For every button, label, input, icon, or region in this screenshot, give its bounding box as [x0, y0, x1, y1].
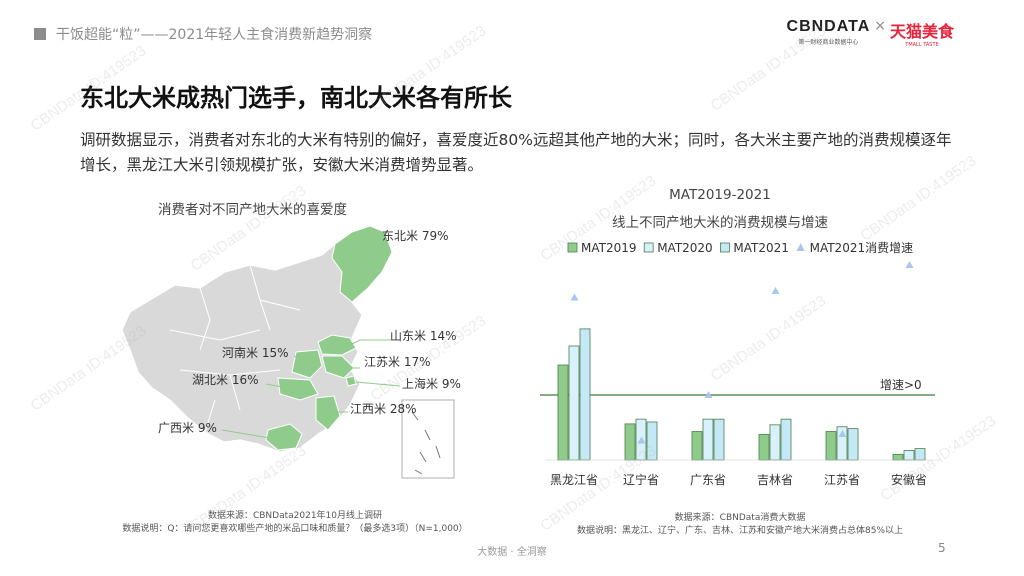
legend-label-growth: MAT2021消费增速: [810, 241, 914, 255]
region-jiangsu: [321, 355, 355, 379]
legend-label-MAT2021: MAT2021: [733, 241, 789, 255]
region-henan: [291, 349, 323, 379]
bar-MAT2021-江苏省: [847, 428, 859, 461]
bar-MAT2021-黑龙江省: [579, 328, 591, 461]
map-label-shandong: 山东米 14%: [390, 329, 457, 343]
tmall-logo: 天猫美食 TMALL TASTE: [890, 18, 954, 48]
map-label-henan: 河南米 15%: [222, 345, 289, 360]
page-headline: 东北大米成热门选手，南北大米各有所长: [80, 84, 512, 112]
bar-MAT2019-黑龙江省: [557, 364, 569, 461]
brand-cross: ×: [874, 18, 886, 34]
tmall-logo-text: 天猫美食: [889, 22, 954, 41]
legend-swatch-MAT2021: [719, 242, 730, 253]
page-number: 5: [938, 541, 946, 555]
cbndata-logo-text: CBNDATA: [786, 18, 871, 35]
category-label-广东省: 广东省: [690, 473, 726, 487]
bar-MAT2021-安徽省: [914, 448, 926, 461]
province-lines: [169, 264, 301, 433]
china-outline: [121, 225, 393, 453]
category-label-江苏省: 江苏省: [824, 473, 860, 487]
bar-MAT2021-吉林省: [780, 418, 792, 461]
leader-shanghai: [355, 381, 401, 387]
bar-MAT2020-吉林省: [769, 424, 781, 461]
south-china-sea-inset: [401, 399, 455, 479]
leader-henan: [293, 355, 307, 363]
map-note: 数据说明：Q：请问您更喜欢哪些产地的米品口味和质量？（最多选3项）（N=1,00…: [122, 524, 468, 534]
map-label-hubei: 湖北米 16%: [192, 372, 259, 387]
map-label-dongbei: 东北米 79%: [382, 229, 449, 243]
leader-dongbei: [359, 242, 379, 263]
bar-MAT2019-江苏省: [825, 431, 837, 461]
map-title: 消费者对不同产地大米的喜爱度: [158, 202, 347, 218]
region-guangxi: [265, 423, 303, 451]
growth-marker-广东省: [704, 391, 713, 398]
growth-marker-江苏省: [838, 430, 847, 437]
bar-MAT2019-安徽省: [892, 453, 904, 461]
growth-marker-黑龙江省: [570, 293, 579, 301]
bar-MAT2021-广东省: [713, 418, 725, 461]
growth-marker-吉林省: [771, 287, 780, 294]
legend-swatch-MAT2020: [643, 242, 654, 253]
bar-MAT2020-广东省: [702, 418, 714, 461]
leader-guangxi: [221, 429, 271, 439]
category-label-安徽省: 安徽省: [891, 472, 927, 487]
region-jiangxi: [315, 395, 341, 431]
bar-MAT2021-辽宁省: [646, 421, 658, 461]
map-source: 数据来源：CBNData2021年10月线上调研: [207, 511, 383, 521]
region-shanghai: [345, 375, 357, 387]
chart-source-note: 数据来源：CBNData消费大数据 数据说明：黑龙江、辽宁、广东、吉林、江苏和安…: [560, 512, 920, 538]
chart-subtitle: 线上不同产地大米的消费规模与增速: [612, 215, 828, 231]
region-shandong: [317, 334, 357, 356]
legend-label-MAT2020: MAT2020: [657, 241, 713, 255]
category-label-吉林省: 吉林省: [757, 473, 793, 487]
category-label-辽宁省: 辽宁省: [623, 472, 659, 487]
china-map: 东北米 79% 山东米 14% 河南米 15% 江苏米 17% 湖北米 16% …: [121, 225, 461, 479]
chart-note: 数据说明：黑龙江、辽宁、广东、吉林、江苏和安徽产地大米消费占总体85%以上: [576, 526, 903, 536]
region-dongbei: [331, 225, 393, 303]
tmall-logo-sub: TMALL TASTE: [905, 42, 939, 48]
chart-title: MAT2019-2021: [669, 187, 771, 203]
cbndata-logo-sub: 第一财经商业数据中心: [798, 39, 859, 46]
map-leader-lines: [221, 242, 401, 439]
brand-logos: CBNDATA 第一财经商业数据中心 × 天猫美食 TMALL TASTE: [787, 18, 954, 48]
category-label-黑龙江省: 黑龙江省: [550, 473, 598, 487]
legend-marker-growth: [796, 243, 805, 251]
bar-MAT2019-广东省: [691, 431, 703, 461]
bar-MAT2019-吉林省: [758, 433, 770, 461]
legend-swatch-MAT2019: [567, 242, 578, 253]
topbar-square-icon: [34, 28, 46, 40]
growth-marker-安徽省: [905, 261, 914, 268]
leader-shandong: [349, 339, 392, 346]
map-label-guangxi: 广西米 9%: [158, 421, 217, 435]
inset-islands: [411, 411, 441, 475]
cbndata-logo: CBNDATA 第一财经商业数据中心: [787, 18, 871, 46]
map-label-jiangxi: 江西米 28%: [350, 402, 417, 416]
growth-marker-辽宁省: [637, 436, 646, 444]
bar-MAT2020-安徽省: [903, 450, 915, 461]
map-label-shanghai: 上海米 9%: [402, 376, 461, 391]
leader-hubei: [265, 383, 289, 389]
region-hubei: [277, 377, 319, 401]
map-label-jiangsu: 江苏米 17%: [364, 355, 431, 369]
topbar: 干饭超能“粒”——2021年轻人主食消费新趋势洞察: [34, 24, 372, 44]
reference-label: 增速>0: [880, 378, 922, 392]
map-source-note: 数据来源：CBNData2021年10月线上调研 数据说明：Q：请问您更喜欢哪些…: [100, 510, 490, 536]
footer-slogan: 大数据 · 全洞察: [477, 547, 547, 558]
bar-MAT2020-黑龙江省: [568, 345, 580, 461]
summary-paragraph: 调研数据显示，消费者对东北的大米有特别的偏好，喜爱度近80%远超其他产地的大米；…: [80, 131, 952, 174]
chart-source: 数据来源：CBNData消费大数据: [674, 513, 806, 523]
bar-MAT2019-辽宁省: [624, 423, 636, 461]
report-title: 干饭超能“粒”——2021年轻人主食消费新趋势洞察: [56, 27, 373, 43]
legend-label-MAT2019: MAT2019: [581, 241, 637, 255]
